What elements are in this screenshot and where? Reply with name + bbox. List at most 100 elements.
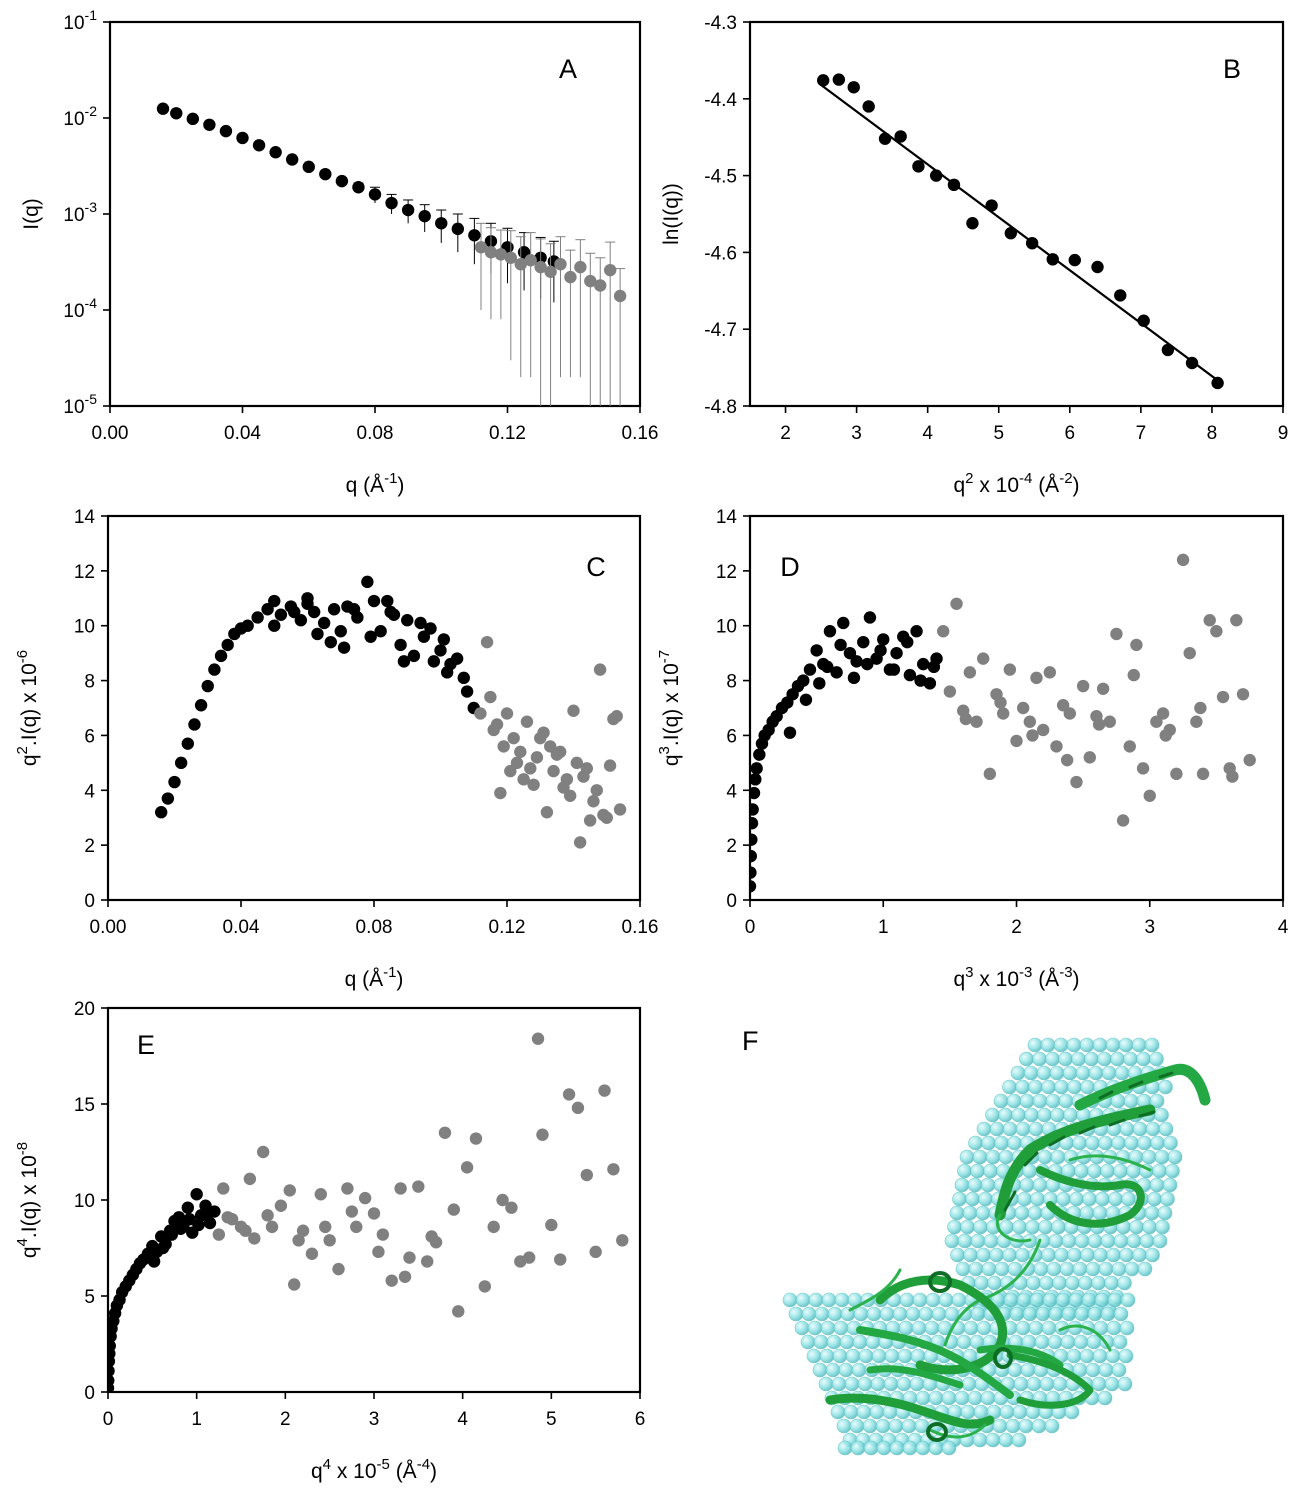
bead-sphere [981, 1261, 997, 1277]
bead-sphere [918, 1306, 934, 1322]
data-point [597, 808, 610, 822]
data-point [522, 1251, 536, 1264]
bead-sphere [1007, 1135, 1022, 1151]
data-point [497, 740, 510, 753]
data-point [983, 767, 997, 781]
axis-label-part: q [953, 474, 965, 497]
y-tick-label: 10-3 [63, 199, 97, 226]
axis-label-part: q [660, 754, 683, 766]
bead-sphere [1149, 1051, 1164, 1067]
bead-sphere [1023, 1065, 1039, 1081]
bead-sphere [1119, 1121, 1135, 1137]
bead-sphere [1144, 1037, 1160, 1053]
data-point [468, 229, 481, 242]
data-point [1046, 253, 1059, 266]
bead-sphere [819, 1348, 835, 1364]
data-point [1056, 699, 1070, 712]
bead-sphere [795, 1292, 811, 1308]
bead-sphere [1079, 1348, 1095, 1364]
data-point [547, 764, 560, 778]
data-point [890, 646, 903, 660]
data-point [903, 668, 917, 682]
bead-sphere [961, 1376, 977, 1392]
y-tick-label: 12 [74, 562, 95, 583]
data-point [1060, 753, 1074, 767]
data-point [1076, 679, 1090, 693]
bead-sphere [1012, 1404, 1028, 1420]
data-point [418, 209, 431, 223]
axis-label-part: q (Å [346, 474, 385, 497]
axis-label-part: ) [1073, 474, 1080, 497]
data-point [507, 731, 520, 745]
data-point [1023, 715, 1037, 728]
bead-sphere [1031, 1418, 1047, 1434]
bead-sphere [931, 1306, 947, 1322]
data-point [372, 1245, 385, 1259]
bead-sphere [1015, 1121, 1031, 1137]
bead-sphere [1126, 1233, 1142, 1249]
data-point [484, 246, 498, 259]
bead-sphere [1041, 1079, 1056, 1095]
data-point [583, 814, 597, 827]
data-point [1070, 775, 1083, 789]
data-point [1016, 701, 1030, 715]
data-point [494, 786, 507, 800]
bead-sphere [1092, 1348, 1108, 1364]
data-point [799, 693, 813, 706]
data-point [929, 169, 943, 182]
x-tick-label: 2 [1011, 917, 1022, 938]
y-tick-label: 10-1 [63, 7, 97, 34]
x-tick-label: 0.04 [223, 917, 260, 938]
data-point [570, 756, 584, 770]
data-point [301, 597, 314, 610]
data-point [577, 770, 590, 783]
data-point [108, 1339, 116, 1353]
data-point [1092, 718, 1106, 731]
data-point [283, 1184, 296, 1197]
data-point [554, 1253, 567, 1266]
data-point [914, 674, 927, 687]
data-point [398, 1270, 412, 1284]
data-point [192, 1218, 205, 1232]
bead-sphere [947, 1219, 962, 1235]
data-point [810, 644, 823, 657]
data-point [1004, 227, 1018, 240]
plot-frame [106, 514, 642, 902]
bead-sphere [1079, 1205, 1095, 1221]
data-point [584, 274, 597, 288]
bead-sphere [963, 1320, 979, 1336]
axis-label-part: -6 [14, 650, 31, 663]
data-point [613, 289, 627, 303]
data-point [616, 1234, 629, 1247]
bead-sphere [800, 1334, 816, 1350]
x-tick-label: 8 [1207, 423, 1218, 444]
helix-top-2 [1074, 1063, 1211, 1111]
x-tick-label: 0.00 [92, 423, 129, 444]
data-point [1127, 668, 1140, 682]
bead-sphere [813, 1334, 829, 1350]
bead-sphere [782, 1292, 798, 1308]
data-point [1156, 707, 1170, 720]
data-point [540, 806, 554, 819]
data-point [294, 614, 308, 627]
bead-sphere [1026, 1376, 1042, 1392]
bead-sphere [808, 1292, 824, 1308]
x-tick-label: 0.12 [489, 917, 526, 938]
bead-sphere [980, 1177, 996, 1193]
data-point [172, 1211, 186, 1224]
data-point [452, 1305, 465, 1318]
bead-sphere [1075, 1065, 1091, 1081]
axis-label-part: -4 [417, 1456, 430, 1473]
data-point [1083, 751, 1096, 764]
bead-sphere [1045, 1093, 1061, 1109]
bead-sphere [1097, 1390, 1113, 1406]
y-tick-label: 4 [84, 781, 95, 802]
bead-sphere [1067, 1079, 1082, 1095]
bead-sphere [1113, 1306, 1129, 1322]
x-tick-label: 6 [635, 1409, 646, 1430]
data-point [590, 784, 603, 797]
bead-sphere [1002, 1247, 1017, 1263]
data-point [364, 630, 377, 643]
bead-sphere [957, 1163, 972, 1179]
bead-sphere [1139, 1233, 1155, 1249]
